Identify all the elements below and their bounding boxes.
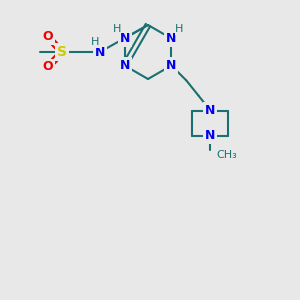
Text: N: N xyxy=(95,46,105,59)
Text: H: H xyxy=(112,25,121,34)
Text: N: N xyxy=(166,59,177,72)
Text: O: O xyxy=(43,61,53,74)
Text: CH₃: CH₃ xyxy=(216,151,237,160)
Text: O: O xyxy=(43,31,53,44)
Text: N: N xyxy=(205,129,216,142)
Text: H: H xyxy=(91,37,99,47)
Text: N: N xyxy=(119,32,130,45)
Text: N: N xyxy=(119,59,130,72)
Text: H: H xyxy=(175,25,184,34)
Text: S: S xyxy=(57,45,67,59)
Text: N: N xyxy=(205,104,216,117)
Text: N: N xyxy=(166,32,177,45)
